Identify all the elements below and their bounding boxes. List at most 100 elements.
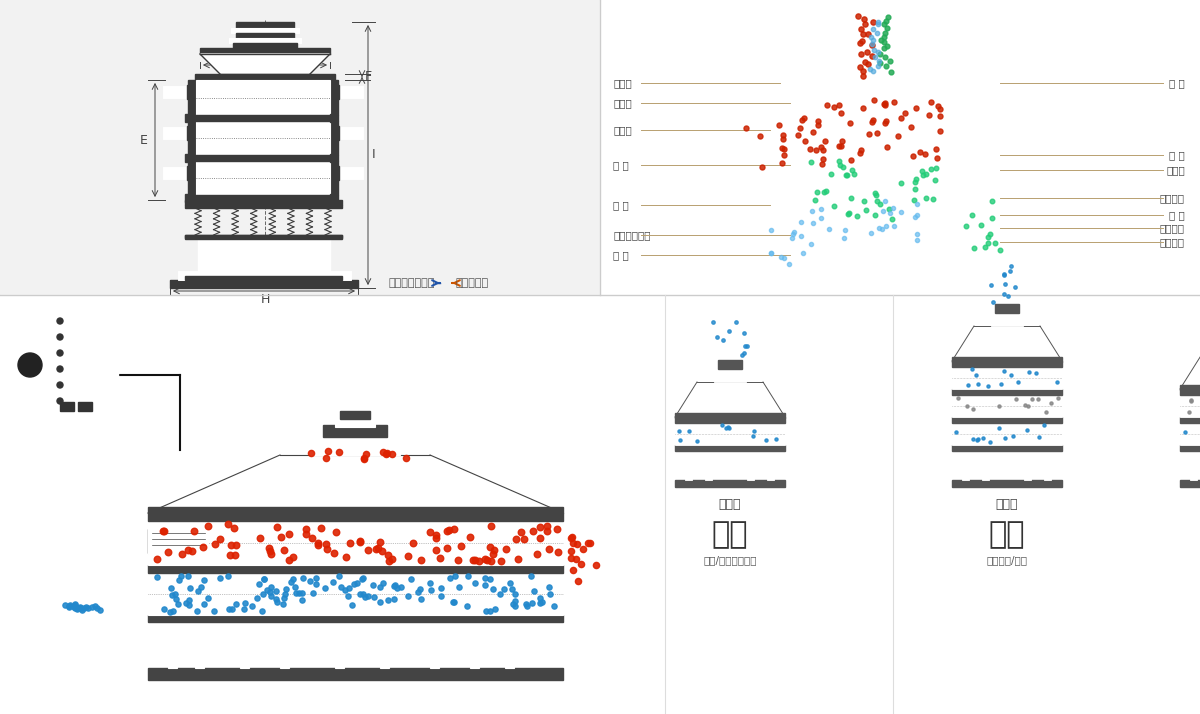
- Point: [154, 525, 173, 536]
- Point: [1180, 406, 1199, 418]
- Point: [412, 555, 431, 566]
- Point: [258, 584, 277, 595]
- Point: [293, 594, 312, 605]
- Point: [318, 543, 337, 555]
- Point: [530, 592, 550, 603]
- Point: [59, 600, 78, 611]
- Point: [881, 207, 900, 218]
- Point: [876, 60, 895, 71]
- Point: [965, 243, 984, 254]
- Point: [398, 590, 418, 601]
- Point: [161, 606, 180, 618]
- Point: [875, 97, 894, 109]
- Bar: [952, 417, 1062, 423]
- Bar: [185, 200, 342, 205]
- Point: [864, 34, 883, 46]
- Point: [907, 228, 926, 239]
- Point: [578, 537, 598, 548]
- Point: [185, 525, 204, 536]
- Point: [916, 149, 935, 160]
- Point: [480, 605, 499, 617]
- Point: [870, 48, 889, 59]
- Point: [458, 570, 478, 582]
- Point: [364, 579, 383, 590]
- Point: [481, 555, 500, 566]
- Point: [784, 228, 803, 240]
- Bar: [1180, 385, 1200, 390]
- Point: [342, 599, 361, 610]
- Point: [286, 582, 305, 593]
- Point: [293, 573, 312, 584]
- Point: [907, 198, 926, 210]
- Point: [876, 51, 895, 63]
- Point: [876, 15, 895, 26]
- Point: [919, 109, 938, 121]
- Point: [995, 365, 1014, 376]
- Polygon shape: [1180, 354, 1200, 389]
- Circle shape: [58, 350, 64, 356]
- Point: [838, 170, 857, 181]
- Bar: [163, 86, 191, 98]
- Point: [812, 159, 832, 170]
- Point: [815, 135, 834, 146]
- Point: [475, 554, 494, 565]
- Point: [545, 600, 564, 612]
- Text: 筛 盘: 筛 盘: [1169, 210, 1186, 220]
- Text: 50%: 50%: [66, 348, 83, 358]
- Point: [802, 157, 821, 169]
- Point: [772, 157, 791, 169]
- Bar: [1024, 450, 1031, 480]
- Point: [484, 583, 503, 595]
- Point: [901, 121, 920, 132]
- Point: [779, 258, 798, 270]
- Point: [450, 582, 469, 593]
- Point: [205, 538, 224, 550]
- Point: [792, 230, 811, 241]
- Point: [851, 37, 870, 49]
- Text: 防尘盖: 防尘盖: [613, 98, 631, 108]
- Point: [716, 422, 736, 433]
- Text: 弹 簧: 弹 簧: [613, 200, 629, 210]
- Point: [254, 573, 274, 585]
- Point: [65, 599, 84, 610]
- Bar: [185, 235, 342, 238]
- Point: [494, 583, 514, 594]
- Point: [377, 448, 396, 459]
- Point: [732, 349, 751, 361]
- Point: [925, 175, 944, 186]
- Point: [791, 216, 810, 228]
- Point: [802, 238, 821, 249]
- Point: [956, 220, 976, 231]
- Point: [883, 202, 902, 213]
- Point: [283, 551, 302, 563]
- Bar: [196, 80, 330, 115]
- Text: 颗粒/粉末准确分级: 颗粒/粉末准确分级: [703, 555, 757, 565]
- Point: [275, 588, 294, 600]
- Bar: [148, 513, 563, 521]
- Point: [864, 115, 883, 126]
- Point: [158, 547, 178, 558]
- Point: [55, 599, 74, 610]
- Point: [757, 434, 776, 446]
- Bar: [991, 312, 1022, 326]
- Text: 加重块: 加重块: [1166, 165, 1186, 175]
- Point: [840, 207, 859, 218]
- Point: [1034, 419, 1054, 431]
- Point: [308, 540, 328, 551]
- Bar: [185, 194, 190, 202]
- Point: [508, 554, 527, 565]
- Point: [259, 542, 278, 553]
- Bar: [952, 389, 1062, 395]
- Point: [383, 553, 402, 565]
- Point: [523, 525, 542, 536]
- Point: [65, 598, 84, 610]
- Point: [234, 603, 253, 615]
- Point: [762, 247, 781, 258]
- Point: [179, 570, 198, 582]
- Point: [463, 555, 482, 566]
- Text: 进料口: 进料口: [613, 78, 631, 88]
- Point: [1042, 397, 1061, 408]
- Point: [854, 102, 874, 114]
- Point: [811, 141, 830, 153]
- Point: [964, 403, 983, 415]
